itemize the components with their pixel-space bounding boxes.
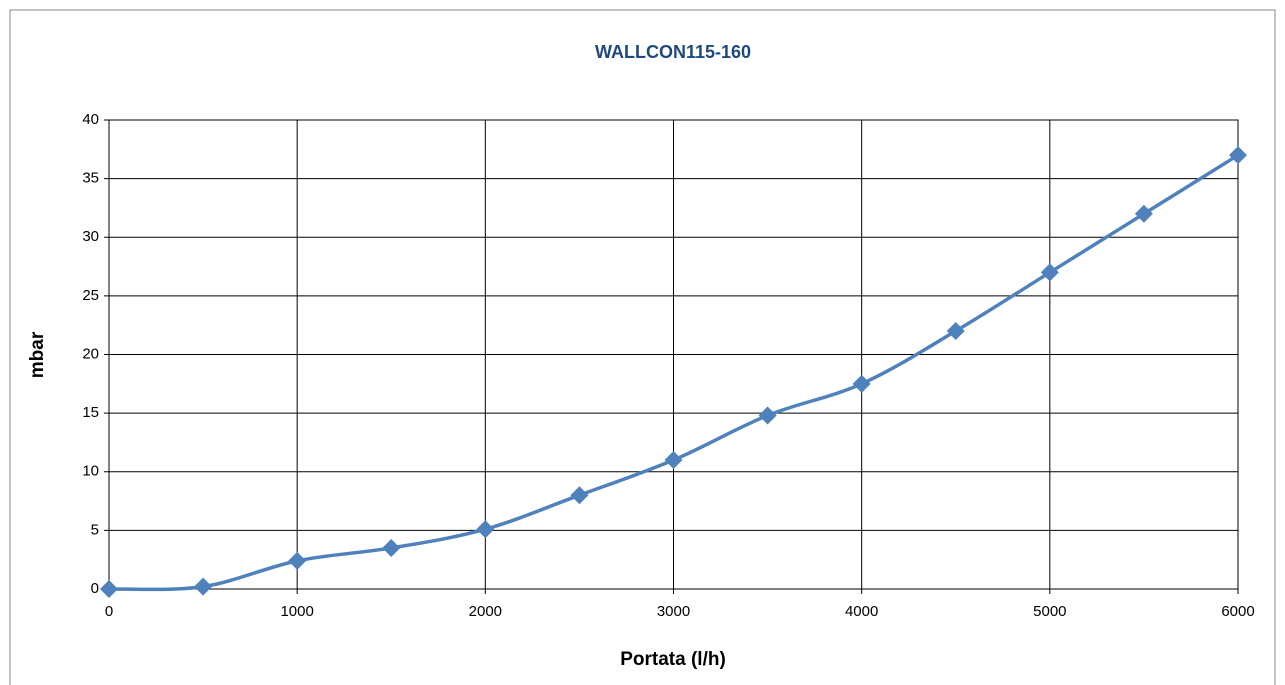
y-tick-label: 0 [91,580,99,597]
marker [758,406,777,425]
x-tick-label: 6000 [1221,603,1254,620]
x-tick-label: 5000 [1033,603,1066,620]
x-tick-label: 3000 [657,603,690,620]
marker [1040,263,1059,282]
marker [194,577,213,596]
y-tick-label: 40 [82,111,99,128]
marker [288,551,307,570]
chart-frame [9,9,1276,685]
marker [382,538,401,557]
x-tick-label: 4000 [845,603,878,620]
x-tick-label: 1000 [280,603,313,620]
x-axis-label: Portata (l/h) [620,649,726,670]
marker [476,520,495,539]
marker [1134,204,1153,223]
y-tick-label: 30 [82,228,99,245]
y-tick-label: 20 [82,345,99,362]
y-tick-label: 5 [91,521,99,538]
x-tick-label: 0 [105,603,113,620]
marker [664,451,683,470]
marker [946,322,965,341]
marker [1229,146,1247,165]
plot-border [108,119,1239,590]
marker [570,486,589,505]
y-tick-label: 25 [82,287,99,304]
chart-title: WALLCON115-160 [595,42,751,62]
x-tick-label: 2000 [469,603,502,620]
y-tick-label: 15 [82,404,99,421]
y-tick-label: 35 [82,170,99,187]
marker [852,374,871,393]
y-tick-label: 10 [82,463,99,480]
y-axis-label: mbar [27,331,48,378]
marker [100,580,118,598]
